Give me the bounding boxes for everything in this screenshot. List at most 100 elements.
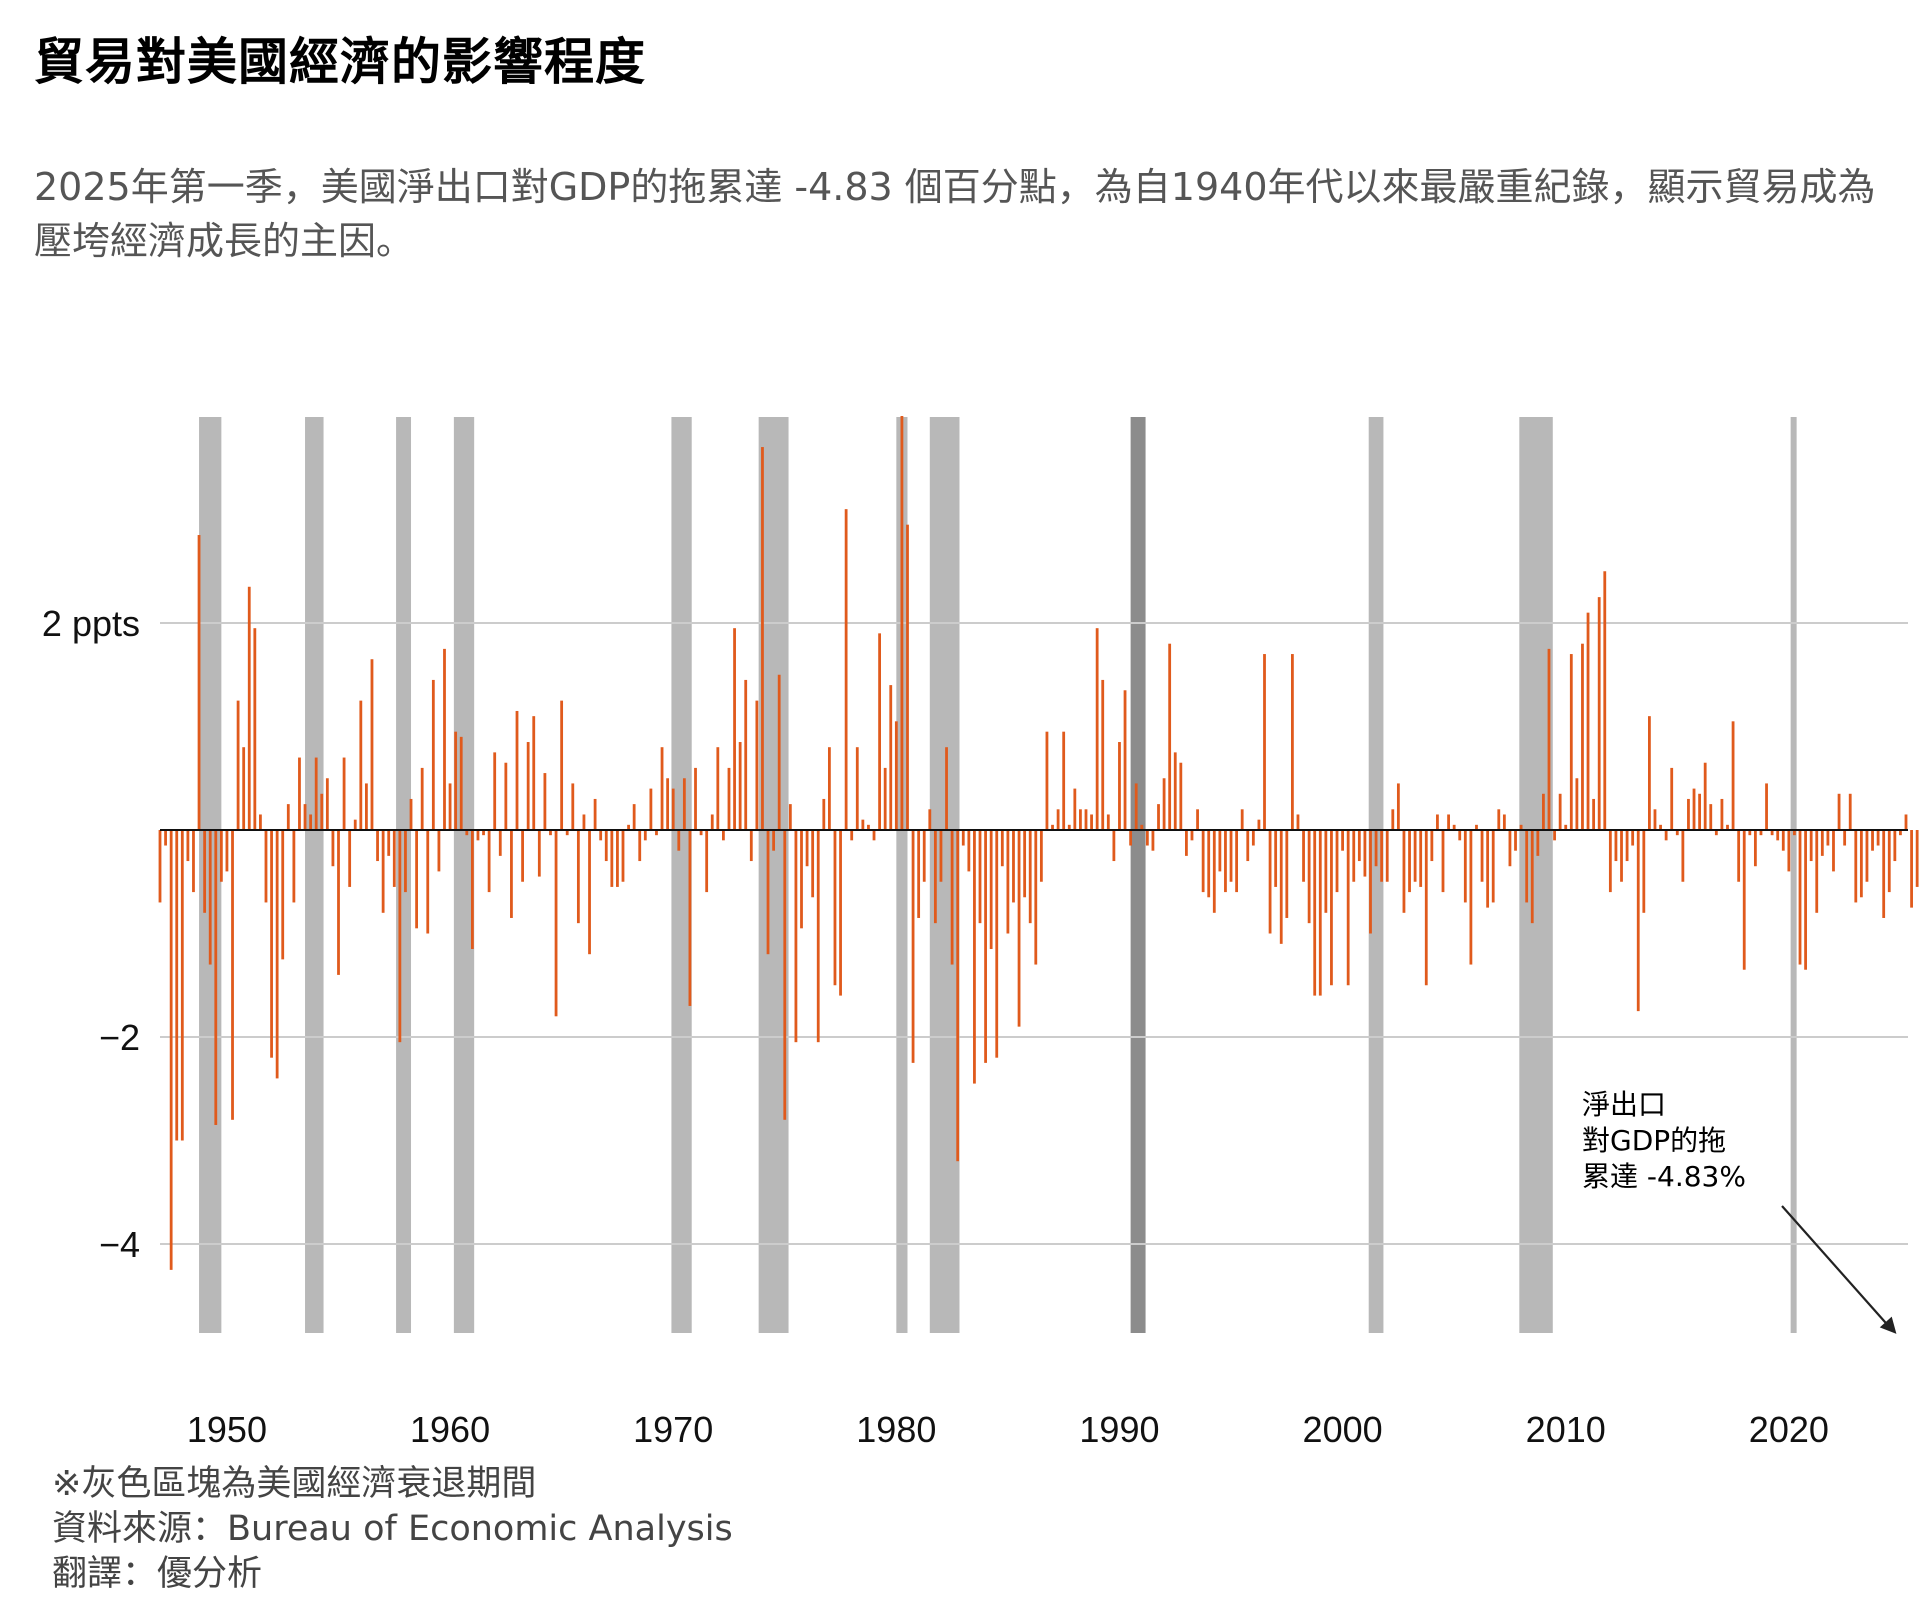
bar-106 <box>749 830 753 862</box>
bar-278 <box>1709 804 1713 830</box>
bar-112 <box>783 830 787 1120</box>
bar-311 <box>1893 830 1897 862</box>
bar-4 <box>180 830 184 1141</box>
bar-203 <box>1290 654 1294 830</box>
bar-254 <box>1575 778 1579 830</box>
bar-289 <box>1770 830 1774 836</box>
bar-170 <box>1106 814 1110 830</box>
bar-281 <box>1726 824 1729 830</box>
bar-76 <box>582 814 586 830</box>
bar-184 <box>1185 830 1188 856</box>
bar-150 <box>995 830 999 1058</box>
bar-116 <box>805 830 809 867</box>
bar-143 <box>956 830 960 1162</box>
bar-48 <box>426 830 430 934</box>
bar-249 <box>1547 648 1551 830</box>
bar-77 <box>588 830 591 955</box>
bar-198 <box>1263 654 1266 830</box>
bar-71 <box>554 830 558 1017</box>
bar-305 <box>1859 830 1863 898</box>
bar-55 <box>465 830 469 836</box>
bar-251 <box>1558 793 1562 830</box>
bar-129 <box>878 633 881 830</box>
bar-115 <box>800 830 803 929</box>
bar-63 <box>510 830 513 918</box>
bar-219 <box>1380 830 1384 882</box>
bar-225 <box>1413 830 1417 882</box>
bar-84 <box>627 824 630 830</box>
bar-41 <box>387 830 391 856</box>
bar-155 <box>1023 830 1027 898</box>
bar-147 <box>978 830 982 924</box>
recession-band-11 <box>1790 417 1797 1333</box>
bar-130 <box>883 767 887 830</box>
bar-0 <box>158 830 162 903</box>
bar-173 <box>1123 690 1127 830</box>
bar-83 <box>621 830 625 882</box>
bar-146 <box>973 830 976 1084</box>
bar-283 <box>1737 830 1741 882</box>
bar-216 <box>1363 830 1367 877</box>
bar-272 <box>1675 830 1679 836</box>
bar-309 <box>1882 830 1886 918</box>
x-tick-label-0: 1950 <box>187 1409 267 1450</box>
bar-22 <box>281 830 285 960</box>
bar-5 <box>186 830 190 862</box>
bar-165 <box>1079 809 1082 830</box>
bar-127 <box>867 824 870 830</box>
bar-286 <box>1753 830 1757 867</box>
bar-30 <box>325 778 329 830</box>
axes: 2 ppts −2 −4 1950 1960 1970 1980 1990 2000 2010 20… <box>42 603 1908 1450</box>
bar-120 <box>827 747 831 830</box>
bar-8 <box>203 830 207 913</box>
bar-33 <box>342 757 346 830</box>
bar-23 <box>286 804 290 830</box>
bar-131 <box>889 685 893 830</box>
bar-196 <box>1251 830 1255 846</box>
bar-1 <box>164 830 167 846</box>
bar-181 <box>1168 643 1172 830</box>
bar-53 <box>454 731 458 830</box>
bar-59 <box>487 830 491 893</box>
bar-187 <box>1201 830 1205 893</box>
bar-44 <box>404 830 407 893</box>
bar-162 <box>1062 731 1066 830</box>
bar-163 <box>1067 824 1071 830</box>
bar-227 <box>1424 830 1428 986</box>
bar-57 <box>476 830 480 841</box>
bar-304 <box>1854 830 1858 903</box>
bar-204 <box>1296 814 1300 830</box>
bar-312 <box>1899 830 1902 836</box>
bar-25 <box>298 757 301 830</box>
bar-132 <box>894 721 898 830</box>
bar-158 <box>1039 830 1043 882</box>
x-tick-label-6: 2010 <box>1526 1409 1606 1450</box>
bar-149 <box>989 830 993 950</box>
bar-185 <box>1190 830 1194 841</box>
bar-27 <box>309 814 313 830</box>
bar-82 <box>616 830 619 887</box>
bar-199 <box>1268 830 1272 934</box>
recession-band-3 <box>453 417 475 1333</box>
bar-151 <box>1000 830 1004 867</box>
bar-46 <box>415 830 419 929</box>
bar-236 <box>1475 824 1478 830</box>
bar-189 <box>1212 830 1216 913</box>
bar-183 <box>1179 762 1183 830</box>
bar-86 <box>638 830 642 862</box>
bar-300 <box>1832 830 1835 872</box>
gridlines <box>160 622 1908 1245</box>
bar-125 <box>855 747 859 830</box>
bar-35 <box>353 819 357 830</box>
bar-186 <box>1196 809 1199 830</box>
bar-246 <box>1530 830 1534 924</box>
bar-119 <box>822 798 826 830</box>
bar-73 <box>565 830 569 836</box>
bar-152 <box>1006 830 1010 934</box>
bar-208 <box>1318 830 1322 996</box>
bar-211 <box>1335 830 1339 893</box>
bar-232 <box>1452 824 1456 830</box>
bar-9 <box>208 830 212 965</box>
bar-110 <box>772 830 776 851</box>
bar-192 <box>1229 830 1233 882</box>
